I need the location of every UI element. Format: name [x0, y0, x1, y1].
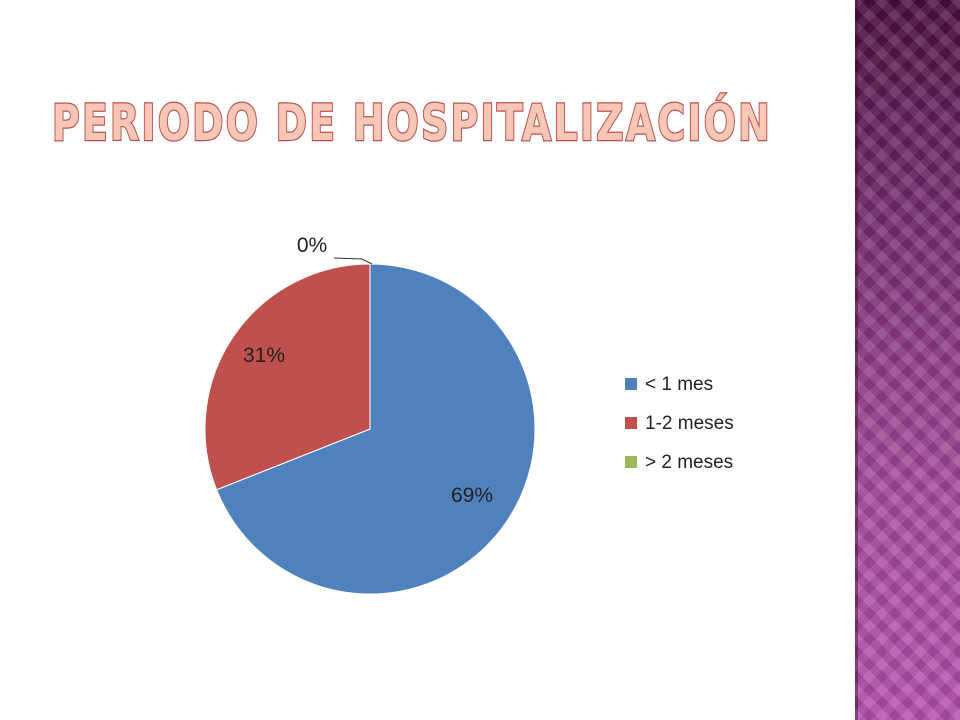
legend-swatch-2	[625, 417, 637, 429]
slide-title-graphic: PERIODO DE HOSPITALIZACIÓN	[51, 92, 772, 154]
decorative-sidebar	[855, 0, 960, 720]
pie-slices	[204, 263, 536, 595]
pie-slice-2	[204, 263, 371, 491]
slide-title: PERIODO DE HOSPITALIZACIÓN	[52, 93, 772, 152]
data-label-3: 0%	[297, 234, 327, 257]
pie-chart: 69% 31% 0% < 1 mes 1-2 meses > 2 meses	[204, 234, 734, 595]
data-label-1: 69%	[451, 484, 493, 507]
legend-label-3: > 2 meses	[645, 452, 733, 473]
legend-label-1: < 1 mes	[645, 374, 713, 395]
pie-slice-1	[215, 263, 536, 595]
data-label-2: 31%	[243, 344, 285, 367]
data-labels: 69% 31% 0%	[243, 234, 493, 507]
chart-legend: < 1 mes 1-2 meses > 2 meses	[625, 374, 734, 473]
legend-swatch-1	[625, 378, 637, 390]
legend-label-2: 1-2 meses	[645, 413, 734, 434]
sidebar-edge	[855, 0, 858, 720]
legend-swatch-3	[625, 456, 637, 468]
leader-line	[333, 257, 373, 265]
